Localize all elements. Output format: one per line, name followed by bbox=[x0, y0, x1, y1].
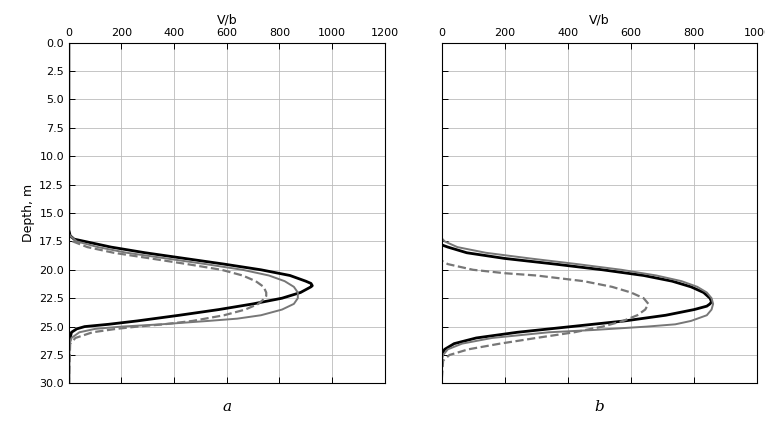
Text: b: b bbox=[594, 400, 604, 414]
X-axis label: V/b: V/b bbox=[589, 14, 610, 26]
X-axis label: V/b: V/b bbox=[216, 14, 237, 26]
Text: a: a bbox=[222, 400, 231, 414]
Y-axis label: Depth, m: Depth, m bbox=[22, 184, 35, 242]
